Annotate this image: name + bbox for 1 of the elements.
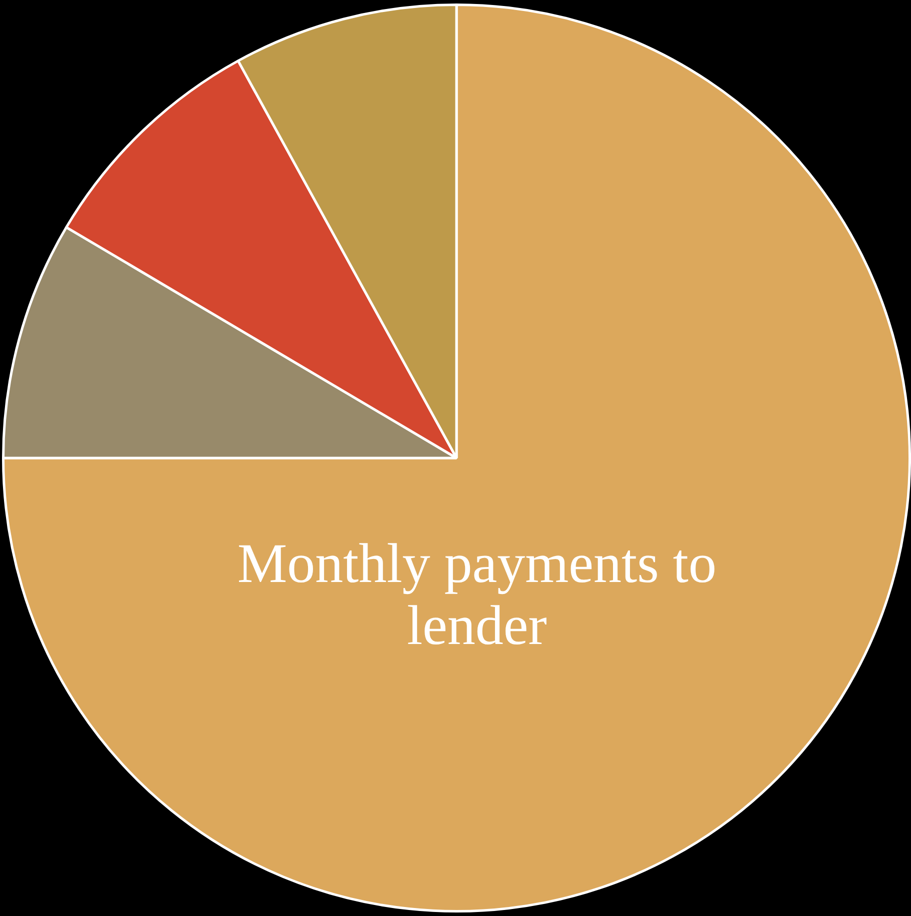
slice-label: Monthly payments to lender <box>237 533 716 658</box>
